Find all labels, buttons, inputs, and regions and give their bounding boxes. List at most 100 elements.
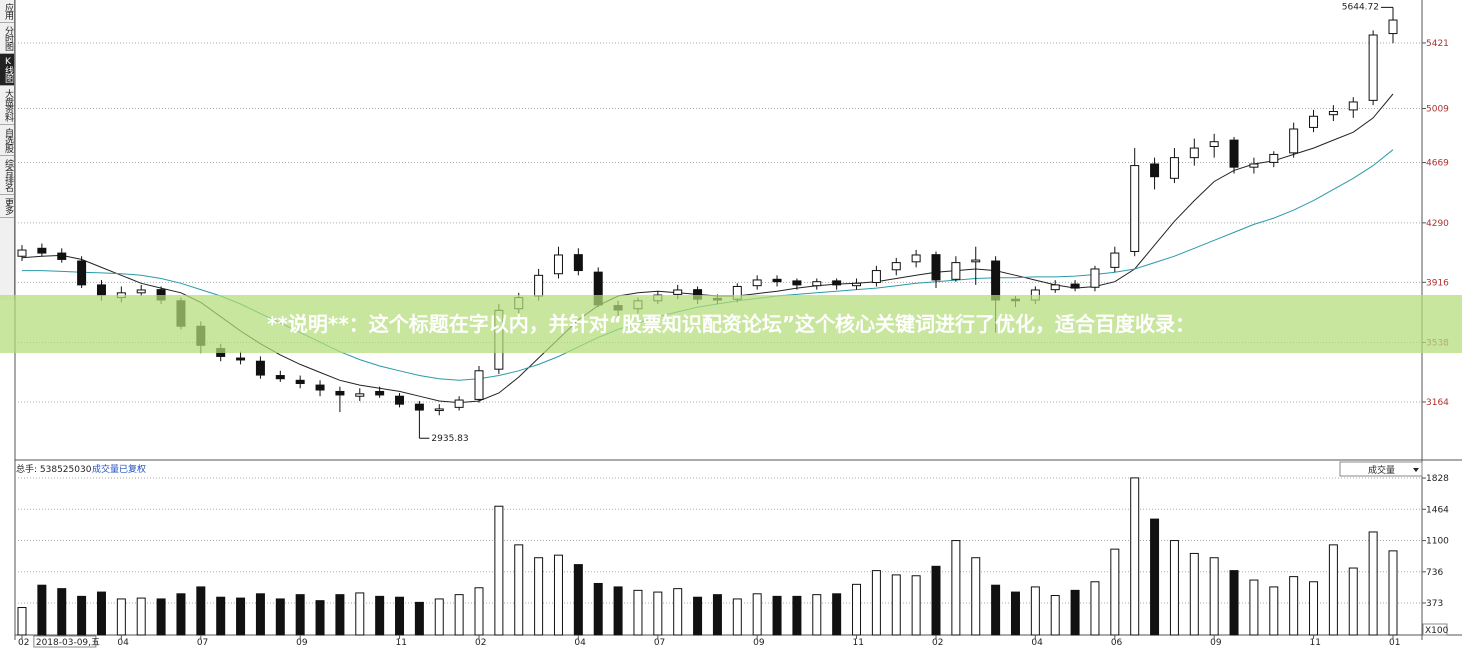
volume-bar — [275, 598, 285, 636]
volume-bar — [1070, 589, 1080, 636]
sidebar-tab[interactable]: 应用 — [0, 0, 14, 23]
candle-body — [891, 262, 901, 271]
candle-body — [871, 270, 881, 283]
candle-body — [1050, 284, 1060, 291]
volume-bar — [712, 594, 722, 636]
volume-bar — [732, 598, 742, 636]
x-tick-label: 11 — [1310, 638, 1321, 648]
sidebar: 应用 分时图 K线图 大盘资料 自选股 综合排名 更多 — [0, 0, 15, 300]
volume-bar — [633, 589, 643, 636]
x-tick-label: 09 — [1210, 638, 1222, 648]
candle-body — [395, 395, 405, 405]
x-tick-label: 06 — [1111, 638, 1123, 648]
volume-bar — [812, 594, 822, 636]
y-tick-label: 5421 — [1426, 39, 1449, 49]
candle-body — [434, 408, 444, 412]
candle-body — [752, 279, 762, 287]
candle-body — [57, 252, 67, 260]
sidebar-tab[interactable]: 自选股 — [0, 125, 14, 156]
volume-bar — [613, 586, 623, 636]
volume-bar — [772, 595, 782, 636]
x-tick-label: 09 — [296, 638, 308, 648]
volume-bar — [494, 505, 504, 636]
candle-body — [236, 357, 246, 361]
x-tick-label: 09 — [753, 638, 765, 648]
volume-bar — [792, 595, 802, 636]
volume-bar — [1090, 581, 1100, 636]
candle-body — [1289, 128, 1299, 154]
volume-bar — [573, 564, 583, 636]
volume-bar — [693, 596, 703, 636]
x-tick-label: 07 — [197, 638, 208, 648]
candle-body — [553, 254, 563, 275]
candle-body — [832, 280, 842, 286]
sidebar-tab[interactable]: 更多 — [0, 195, 14, 218]
candle-body — [275, 375, 285, 380]
volume-bar — [1030, 586, 1040, 636]
x-tick-label: 04 — [1031, 638, 1043, 648]
volume-bar — [1130, 477, 1140, 636]
volume-bar — [593, 582, 603, 636]
candle-body — [812, 281, 822, 287]
x-label-highlight — [33, 635, 97, 648]
y-tick-label: 4290 — [1426, 219, 1449, 229]
candle-body — [673, 289, 683, 295]
volume-bar — [315, 600, 325, 636]
x-tick-label: 04 — [117, 638, 129, 648]
moving-average — [21, 93, 1394, 404]
volume-bar — [1110, 548, 1120, 636]
x-tick-label: 07 — [654, 638, 665, 648]
volume-bar — [295, 594, 305, 636]
candle-body — [792, 280, 802, 286]
candle-body — [1269, 153, 1279, 163]
volume-bar — [156, 598, 166, 636]
volume-bar — [1368, 531, 1378, 636]
sidebar-tab[interactable]: 大盘资料 — [0, 86, 14, 125]
candle-body — [37, 247, 47, 254]
volume-bar — [1249, 579, 1259, 636]
volume-bar — [673, 588, 683, 636]
volume-bar — [752, 593, 762, 636]
volume-bar — [136, 597, 146, 636]
x-tick-label: 02 — [932, 638, 943, 648]
volume-bar — [1229, 570, 1239, 636]
volume-bar — [176, 593, 186, 636]
volume-bar — [1269, 586, 1279, 636]
candle-body — [1249, 163, 1259, 168]
candle-body — [951, 262, 961, 280]
candle-body — [1368, 34, 1378, 101]
candle-body — [911, 254, 921, 263]
volume-total: 总手: 538525030 — [16, 463, 92, 475]
sidebar-tab[interactable]: 分时图 — [0, 23, 14, 54]
candle-body — [1169, 157, 1179, 179]
candle-body — [852, 282, 862, 287]
volume-bar — [1289, 576, 1299, 636]
volume-bar — [1189, 552, 1199, 636]
y-tick-label: 1464 — [1426, 505, 1449, 515]
volume-bar — [37, 584, 47, 636]
y-tick-label: 3916 — [1426, 278, 1449, 288]
candle-body — [1229, 139, 1239, 168]
y-tick-label: 1100 — [1426, 537, 1449, 547]
x-tick-label: 02 — [18, 638, 29, 648]
volume-bar — [1209, 557, 1219, 636]
volume-bar — [832, 593, 842, 636]
candle-body — [1150, 163, 1160, 178]
y-tick-label: 1828 — [1426, 474, 1449, 484]
volume-selector[interactable] — [1339, 461, 1423, 477]
candle-body — [1110, 252, 1120, 268]
sidebar-tab[interactable]: 综合排名 — [0, 156, 14, 195]
y-tick-label: 3164 — [1426, 398, 1449, 408]
candle-body — [971, 259, 981, 263]
candle-body — [1090, 268, 1100, 288]
candle-body — [295, 379, 305, 384]
volume-bar — [1050, 595, 1060, 636]
candle-body — [355, 393, 365, 397]
volume-bar — [116, 598, 126, 636]
y-tick-label: 736 — [1426, 568, 1443, 578]
candle-body — [17, 249, 27, 257]
sidebar-tab[interactable]: K线图 — [0, 54, 14, 86]
candle-body — [1189, 147, 1199, 159]
candle-body — [335, 390, 345, 396]
